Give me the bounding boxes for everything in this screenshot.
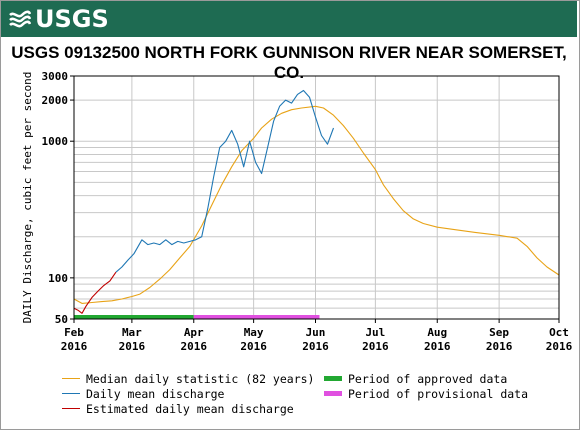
x-tick-label-year: 2016: [424, 340, 451, 353]
legend-item-estimated: Estimated daily mean discharge: [62, 401, 294, 416]
legend-swatch-daily-mean: [62, 393, 80, 394]
x-tick-label-month: Jul: [365, 326, 385, 339]
header-banner: USGS: [1, 1, 577, 37]
legend-label-estimated: Estimated daily mean discharge: [86, 401, 294, 416]
x-tick-label-year: 2016: [546, 340, 573, 353]
legend-item-approved: Period of approved data: [324, 371, 507, 386]
plot-area-border: [73, 75, 560, 320]
period-bar-approved: [74, 315, 194, 319]
legend-swatch-median: [62, 378, 80, 379]
legend-label-approved: Period of approved data: [348, 371, 508, 386]
legend: Median daily statistic (82 years) Daily …: [62, 371, 562, 423]
x-tick-label-year: 2016: [119, 340, 146, 353]
x-tick-label-month: Feb: [64, 326, 84, 339]
period-bar-provisional: [193, 315, 320, 319]
x-tick-label-year: 2016: [362, 340, 389, 353]
x-tick-label-year: 2016: [61, 340, 88, 353]
y-axis-ticks: 50 100 1000 2000 3000: [42, 70, 74, 326]
logo-text: USGS: [35, 5, 109, 33]
y-tick-label: 3000: [42, 70, 69, 83]
grid: [73, 75, 560, 319]
y-tick-label: 50: [55, 313, 68, 326]
y-tick-label: 100: [48, 272, 68, 285]
legend-label-provisional: Period of provisional data: [348, 386, 529, 401]
y-tick-label: 1000: [42, 135, 69, 148]
legend-item-provisional: Period of provisional data: [324, 386, 528, 401]
legend-swatch-approved: [324, 376, 342, 381]
series-line-estimated: [73, 271, 117, 314]
legend-label-median: Median daily statistic (82 years): [86, 371, 315, 386]
series-line-daily-mean: [115, 89, 335, 273]
x-tick-label-month: Apr: [184, 326, 204, 339]
period-bars: [74, 315, 320, 319]
legend-item-median: Median daily statistic (82 years): [62, 371, 314, 386]
x-tick-label-year: 2016: [240, 340, 267, 353]
x-tick-label-year: 2016: [302, 340, 329, 353]
x-tick-label-month: Mar: [122, 326, 142, 339]
legend-label-daily-mean: Daily mean discharge: [86, 386, 225, 401]
y-tick-label: 2000: [42, 94, 69, 107]
usgs-logo[interactable]: USGS: [9, 5, 109, 33]
x-tick-label-year: 2016: [181, 340, 208, 353]
legend-swatch-estimated: [62, 408, 80, 409]
chart-title: USGS 09132500 NORTH FORK GUNNISON RIVER …: [11, 43, 567, 82]
series-lines: [73, 89, 560, 314]
series-line-median: [73, 105, 560, 304]
x-tick-label-year: 2016: [486, 340, 513, 353]
y-axis-label: DAILY Discharge, cubic feet per second: [21, 72, 34, 324]
usgs-wave-icon: [9, 10, 31, 28]
x-tick-label-month: Oct: [549, 326, 569, 339]
x-tick-label-month: Aug: [427, 326, 447, 339]
x-tick-label-month: Jun: [306, 326, 326, 339]
x-tick-label-month: Sep: [489, 326, 509, 339]
legend-swatch-provisional: [324, 391, 342, 396]
legend-item-daily-mean: Daily mean discharge: [62, 386, 224, 401]
x-tick-label-month: May: [244, 326, 264, 339]
x-axis-ticks: Feb2016Mar2016Apr2016May2016Jun2016Jul20…: [61, 319, 573, 353]
